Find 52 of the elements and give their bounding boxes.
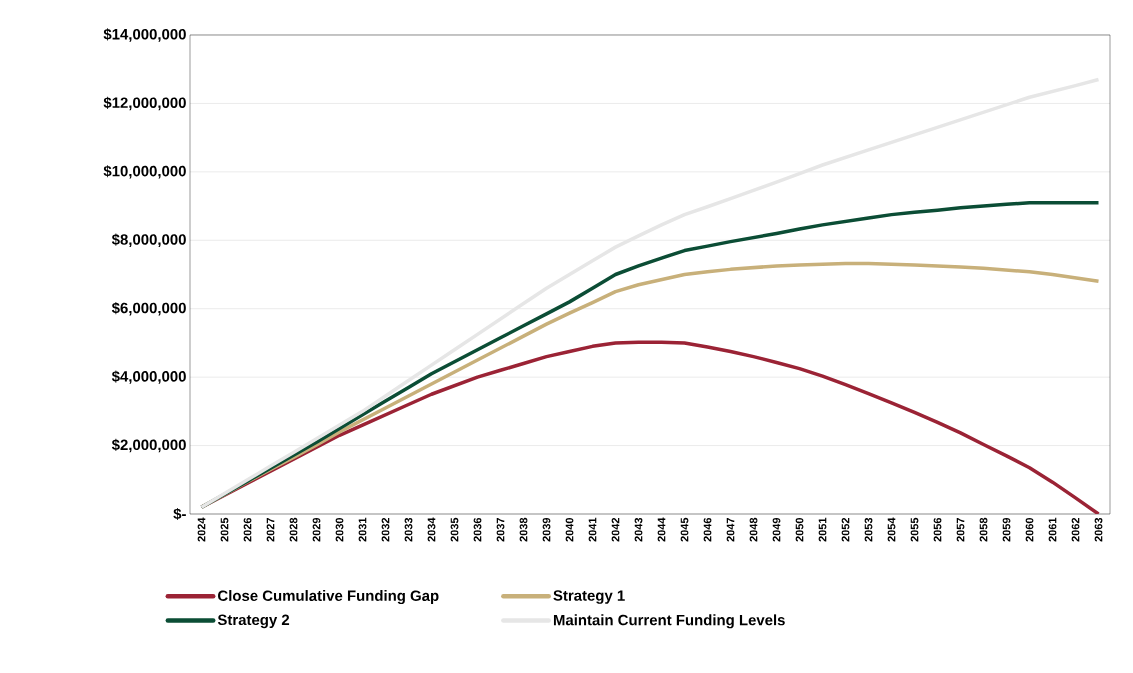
x-tick-label: 2037 [496, 518, 505, 542]
x-tick-label: 2050 [795, 517, 804, 542]
x-tick-label: 2034 [427, 517, 436, 542]
legend-label: Maintain Current Funding Levels [553, 614, 785, 629]
x-tick-label: 2041 [588, 517, 597, 542]
x-tick-label: 2051 [818, 517, 827, 542]
x-tick-label: 2061 [1048, 517, 1057, 542]
x-tick-label: 2030 [335, 517, 344, 542]
x-tick-label: 2029 [312, 517, 321, 542]
x-tick-label: 2062 [1071, 517, 1080, 542]
x-tick-label: 2045 [680, 517, 689, 542]
x-tick-label: 2046 [703, 517, 712, 542]
x-tick-label: 2043 [634, 517, 643, 542]
legend-label: Close Cumulative Funding Gap [218, 590, 439, 605]
x-tick-label: 2059 [1002, 517, 1011, 542]
y-tick-label: $2,000,000 [111, 438, 186, 453]
legend-label: Strategy 1 [553, 590, 625, 604]
x-tick-label: 2032 [381, 517, 390, 542]
y-tick-label: $- [173, 507, 186, 521]
y-tick-label: $14,000,000 [103, 28, 186, 42]
x-tick-label: 2038 [519, 517, 528, 542]
y-tick-label: $10,000,000 [103, 165, 186, 179]
x-tick-label: 2049 [772, 517, 781, 542]
x-tick-label: 2057 [956, 518, 965, 542]
x-tick-label: 2028 [289, 517, 298, 542]
x-tick-label: 2048 [749, 517, 758, 542]
x-tick-label: 2042 [611, 517, 620, 542]
x-tick-label: 2025 [220, 517, 229, 542]
x-tick-label: 2060 [1025, 517, 1034, 542]
x-tick-label: 2024 [197, 517, 206, 542]
y-tick-label: $4,000,000 [111, 370, 186, 384]
x-tick-label: 2053 [864, 517, 873, 542]
y-tick-label: $12,000,000 [103, 96, 186, 111]
x-tick-label: 2044 [657, 517, 666, 542]
x-tick-label: 2063 [1094, 517, 1103, 542]
y-tick-label: $6,000,000 [111, 302, 186, 316]
x-tick-label: 2055 [910, 517, 919, 542]
x-tick-label: 2047 [726, 518, 735, 542]
x-tick-label: 2058 [979, 517, 988, 542]
x-tick-label: 2039 [542, 517, 551, 542]
x-tick-label: 2054 [887, 517, 896, 542]
y-tick-label: $8,000,000 [111, 233, 186, 247]
x-tick-label: 2052 [841, 517, 850, 542]
x-tick-label: 2031 [358, 517, 367, 542]
x-tick-label: 2033 [404, 517, 413, 542]
legend-label: Strategy 2 [217, 614, 290, 629]
x-tick-label: 2027 [266, 518, 275, 542]
x-tick-label: 2026 [243, 517, 252, 542]
x-tick-label: 2040 [565, 517, 574, 542]
x-tick-label: 2036 [473, 517, 482, 542]
x-tick-label: 2056 [933, 517, 942, 542]
x-tick-label: 2035 [450, 517, 459, 542]
